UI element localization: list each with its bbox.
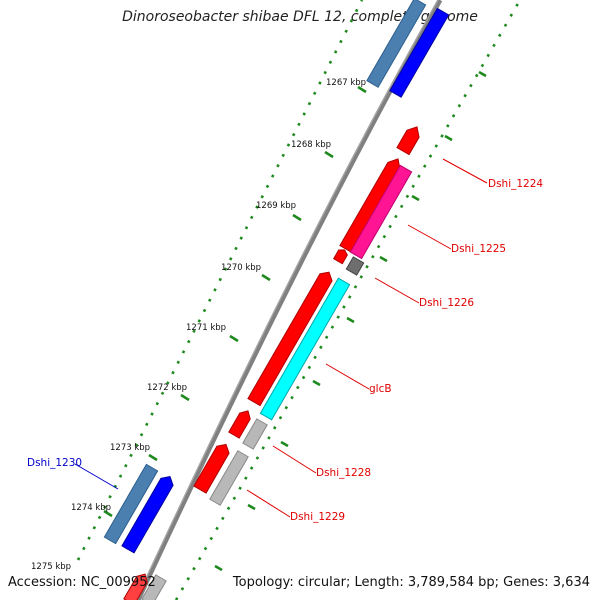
gene-small-red[interactable]	[332, 247, 349, 265]
kbp-label-1269: 1269 kbp	[256, 201, 296, 211]
kbp-label-1274: 1274 kbp	[71, 503, 111, 513]
kbp-label-1271: 1271 kbp	[186, 323, 226, 333]
kbp-label-1270: 1270 kbp	[221, 263, 261, 273]
gene-glcb-red[interactable]	[247, 269, 335, 407]
gene-red-mid[interactable]	[228, 408, 253, 439]
outer-dotted-track	[76, 0, 364, 561]
outer-tick-marks	[103, 85, 367, 518]
gene-label-dshi-1224[interactable]: Dshi_1224	[488, 178, 543, 190]
gene-glcb[interactable]	[259, 277, 351, 421]
gene-label-dshi-1229[interactable]: Dshi_1229	[290, 511, 345, 523]
gene-label-dshi-1230[interactable]: Dshi_1230	[27, 457, 82, 469]
gene-blue-lower[interactable]	[121, 473, 176, 554]
gene-label-dshi-1226[interactable]: Dshi_1226	[419, 297, 474, 309]
kbp-label-1273: 1273 kbp	[110, 443, 150, 453]
gene-blue-top[interactable]	[389, 7, 450, 98]
leader-lines	[74, 158, 488, 518]
gene-dshi-1225-red[interactable]	[339, 155, 404, 254]
gene-dshi-1224[interactable]	[396, 123, 423, 156]
map-title: Dinoroseobacter shibae DFL 12, complete …	[122, 9, 478, 25]
gene-dshi-1228[interactable]	[242, 418, 268, 450]
gene-red-lower[interactable]	[193, 441, 232, 494]
gene-label-dshi-1228[interactable]: Dshi_1228	[316, 467, 371, 479]
gene-dshi-1230[interactable]	[103, 463, 159, 545]
gene-dshi-1229[interactable]	[209, 450, 249, 506]
kbp-label-1268: 1268 kbp	[291, 140, 331, 150]
gene-steelblue-top[interactable]	[366, 0, 427, 88]
kbp-label-1275: 1275 kbp	[31, 562, 71, 572]
gene-label-dshi-1225[interactable]: Dshi_1225	[451, 243, 506, 255]
kbp-label-1272: 1272 kbp	[147, 383, 187, 393]
topology-text: Topology: circular; Length: 3,789,584 bp…	[232, 575, 590, 590]
kbp-label-1267: 1267 kbp	[326, 78, 366, 88]
gene-gray-bottom[interactable]	[141, 574, 167, 600]
gene-label-glcb[interactable]: glcB	[369, 383, 392, 395]
inner-tick-marks	[214, 70, 487, 572]
gene-red-bottom[interactable]	[123, 571, 150, 600]
gene-magenta[interactable]	[349, 164, 413, 260]
accession-text: Accession: NC_009952	[8, 575, 156, 590]
gene-dshi-1226[interactable]	[345, 256, 365, 276]
